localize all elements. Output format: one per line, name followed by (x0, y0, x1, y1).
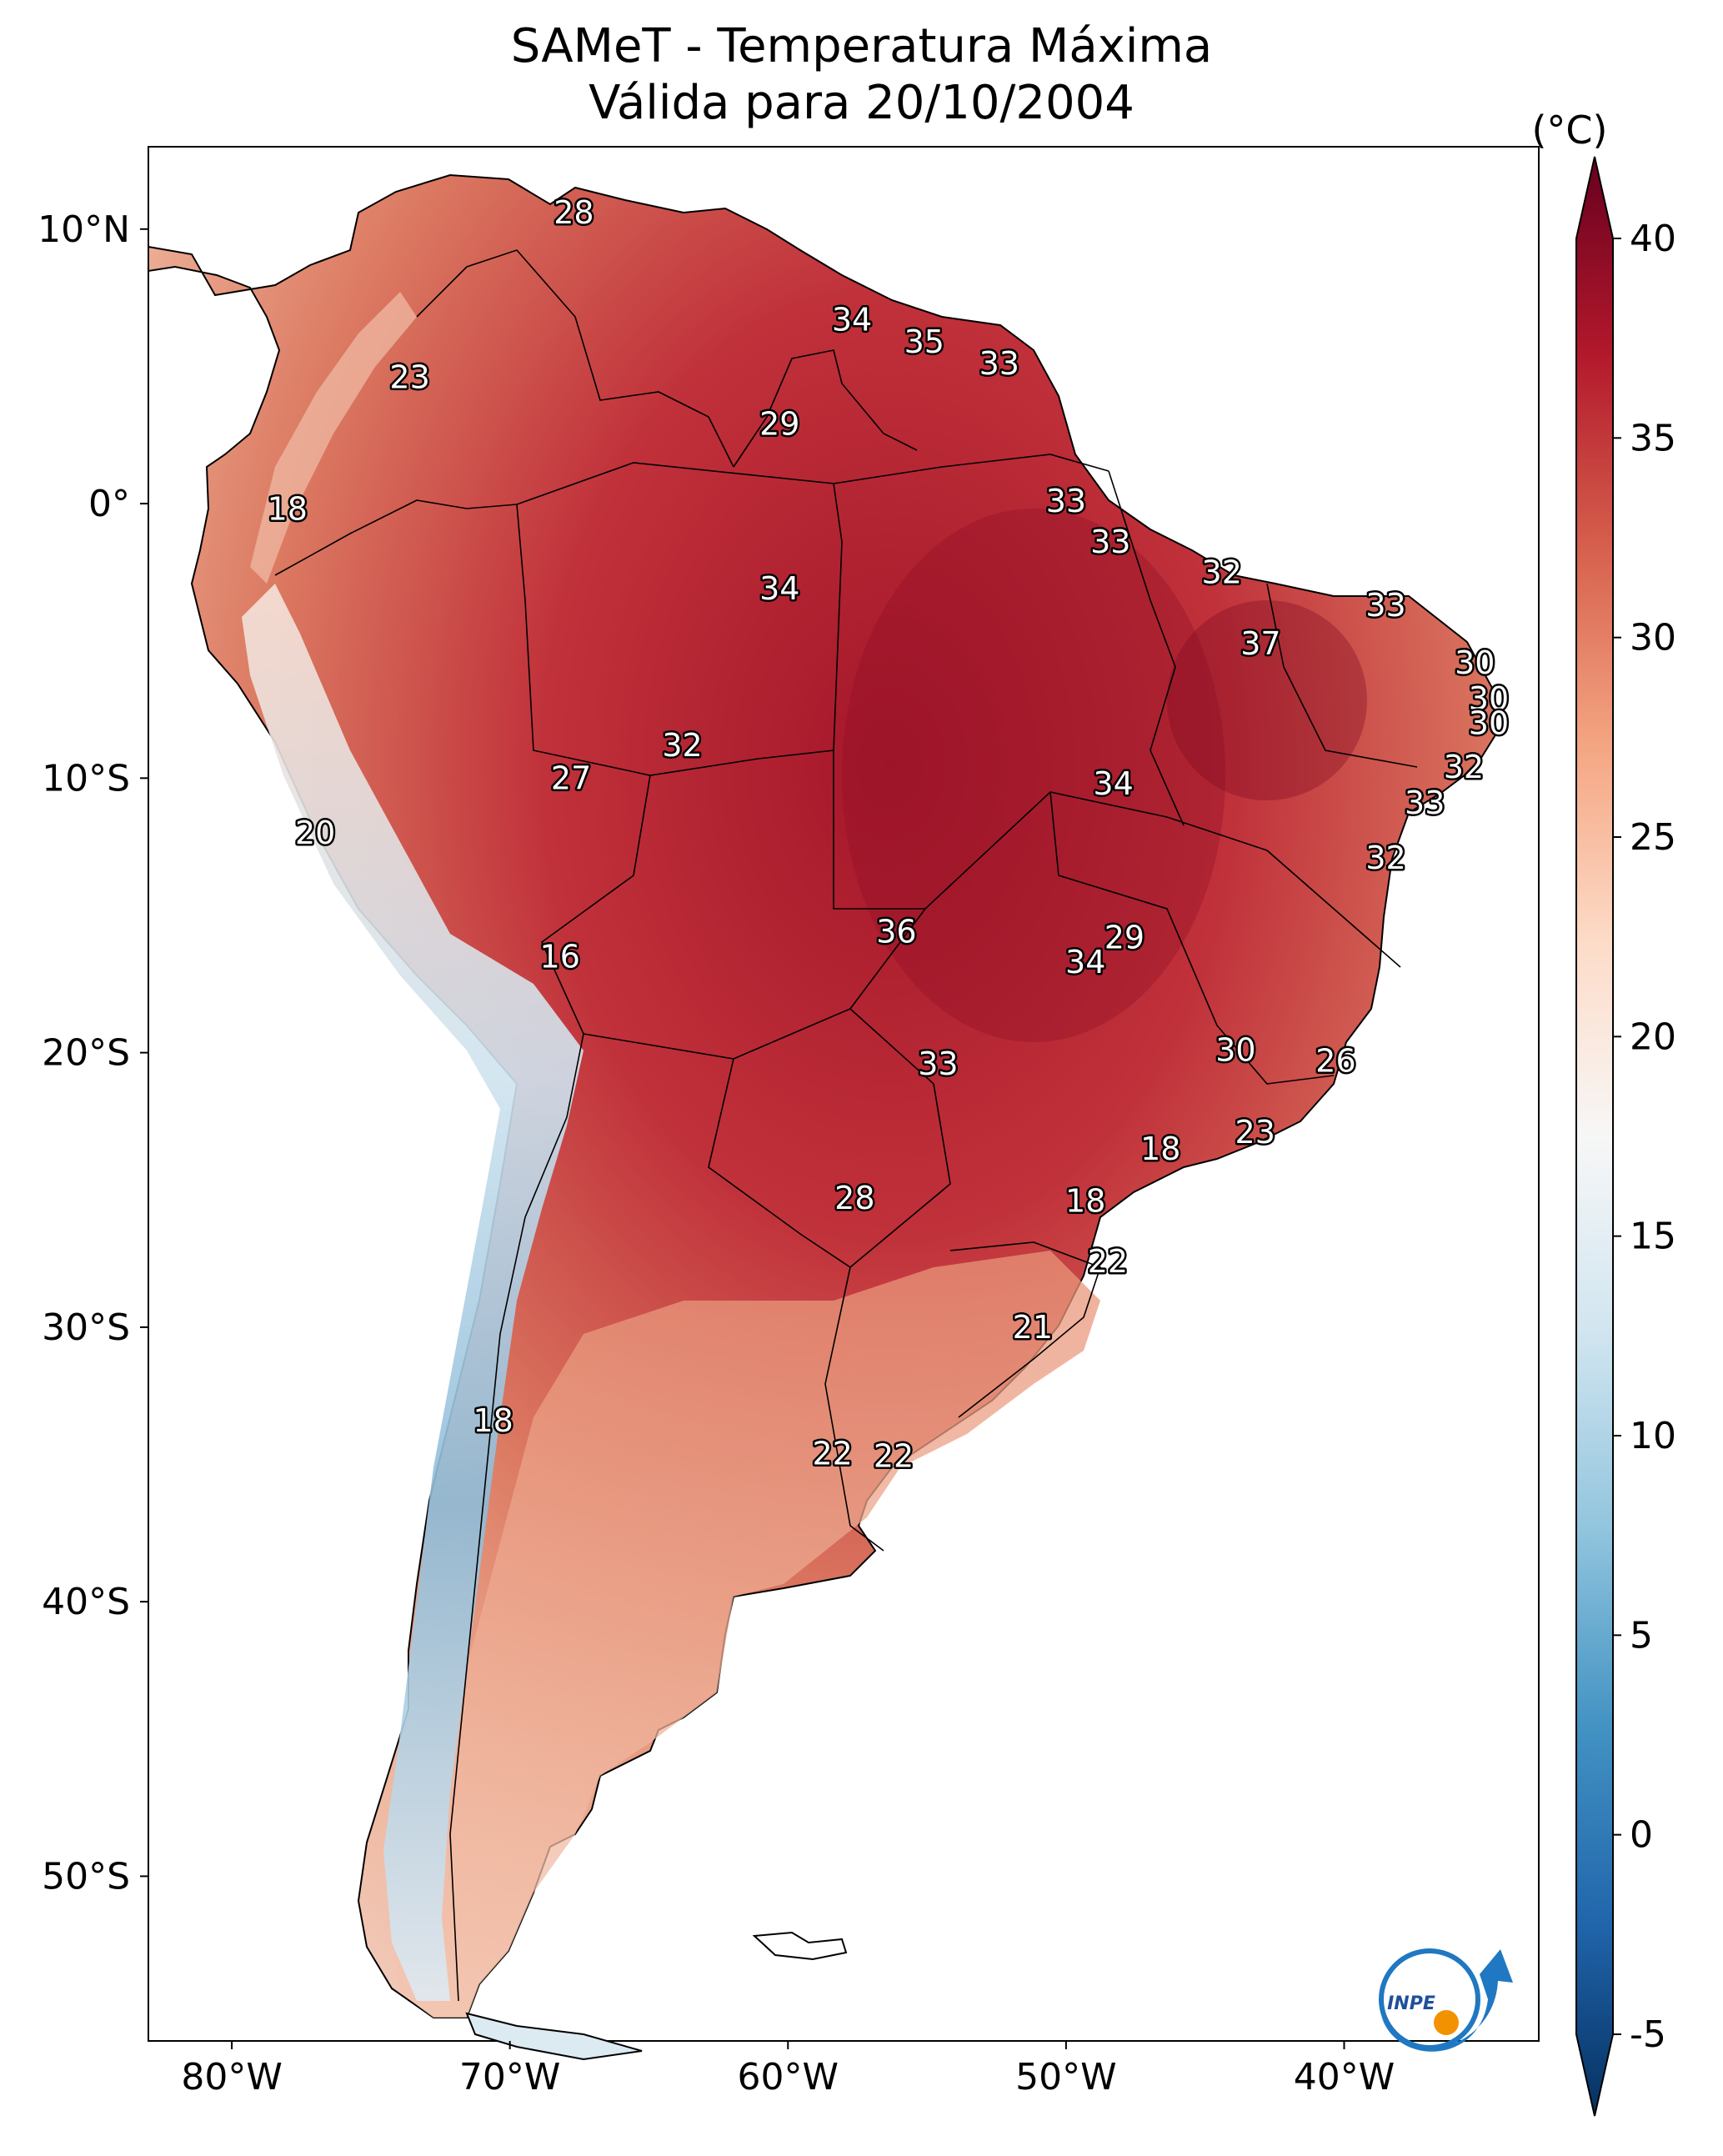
station-temperature-label: 22 (874, 1438, 914, 1475)
colorbar-tick-label: 30 (1630, 617, 1676, 659)
y-tick-label: 40°S (42, 1581, 130, 1623)
border-line (516, 462, 843, 776)
station-temperature-label: 33 (1090, 524, 1130, 560)
inpe-logo: INPE (1379, 1948, 1513, 2052)
station-temperature-label: 36 (876, 914, 916, 950)
border-line (449, 1033, 584, 2002)
station-temperature-label: 22 (1088, 1243, 1128, 1280)
longitude-axis: 80°W 70°W 60°W 50°W 40°W (181, 2041, 1395, 2098)
colorbar-ticks: -5 0 5 10 15 20 25 30 35 40 (1613, 218, 1676, 2056)
colorbar-tick-label: -5 (1630, 2013, 1666, 2056)
y-tick-label: 30°S (42, 1306, 130, 1349)
station-temperature-label: 34 (832, 301, 872, 338)
colorbar-tick-label: 15 (1630, 1216, 1676, 1258)
station-temperature-label: 23 (1235, 1114, 1275, 1151)
map-title-line2: Válida para 20/10/2004 (589, 76, 1134, 130)
station-temperature-label: 33 (1365, 587, 1405, 624)
logo-arrow (1381, 1949, 1513, 2052)
station-temperature-label: 29 (759, 406, 799, 443)
border-line (833, 454, 1109, 484)
station-temperature-label: 33 (1046, 483, 1086, 519)
border-line (1266, 583, 1418, 768)
y-tick-label: 10°S (42, 757, 130, 800)
logo-ring (1379, 1948, 1480, 2050)
southern-cone-region (392, 1251, 1100, 2018)
border-line (274, 499, 518, 576)
station-temperature-label: 27 (551, 760, 591, 796)
country-borders (274, 249, 1418, 2002)
colorbar-unit-label: (°C) (1531, 108, 1607, 153)
station-temperature-label: 34 (1065, 944, 1105, 980)
station-temperature-label: 34 (759, 570, 799, 607)
y-tick-label: 0° (88, 483, 130, 525)
colorbar-tick-label: 40 (1630, 218, 1676, 260)
colorbar-tick-label: 20 (1630, 1015, 1676, 1058)
map-title-line1: SAMeT - Temperatura Máxima (510, 19, 1213, 73)
colorbar: (°C) -5 0 5 10 15 20 25 30 35 40 (1531, 108, 1676, 2117)
station-temperature-label: 30 (1469, 680, 1509, 717)
station-temperature-label: 20 (295, 815, 335, 851)
x-tick-label: 40°W (1294, 2056, 1395, 2098)
colorbar-tick-label: 10 (1630, 1415, 1676, 1457)
colorbar-tick-label: 25 (1630, 816, 1676, 859)
station-temperature-label: 37 (1240, 625, 1280, 662)
station-temperature-label: 30 (1455, 644, 1495, 681)
x-tick-label: 50°W (1015, 2056, 1117, 2098)
station-temperature-label: 22 (812, 1435, 852, 1472)
y-tick-label: 10°N (38, 208, 130, 251)
station-temperature-label: 30 (1469, 704, 1509, 741)
station-temperature-label: 35 (904, 323, 944, 360)
station-temperature-label: 34 (1093, 765, 1133, 802)
station-temperature-label: 18 (1065, 1182, 1105, 1219)
border-line (416, 249, 734, 468)
x-tick-label: 70°W (459, 2056, 561, 2098)
station-temperature-label: 33 (979, 345, 1019, 382)
map-title: SAMeT - Temperatura Máxima Válida para 2… (0, 18, 1723, 132)
hot-core-region (842, 509, 1225, 1042)
colorbar-tick-label: 5 (1630, 1614, 1653, 1657)
tierra-del-fuego (465, 2012, 643, 2061)
border-line (1108, 470, 1185, 826)
x-tick-label: 60°W (738, 2056, 839, 2098)
y-tick-label: 50°S (42, 1855, 130, 1898)
station-temperature-label: 16 (540, 938, 580, 975)
border-line (824, 1266, 884, 1552)
station-temperature-label: 23 (389, 359, 429, 396)
station-temperature-label: 18 (473, 1402, 513, 1439)
south-america-landmass (148, 173, 1498, 2061)
station-temperature-label: 33 (1405, 785, 1445, 821)
border-line (949, 1241, 1102, 1418)
x-tick-label: 80°W (181, 2056, 283, 2098)
station-temperature-label: 32 (1365, 840, 1405, 876)
falkland-islands (752, 1931, 848, 1961)
station-temperature-label: 18 (1140, 1131, 1180, 1167)
latitude-axis: 10°N 0° 10°S 20°S 30°S 40°S 50°S (38, 208, 148, 1898)
logo-orange-dot (1434, 2010, 1459, 2035)
colorbar-tick-label: 0 (1630, 1814, 1653, 1857)
station-temperature-label: 18 (268, 491, 308, 528)
station-temperature-label: 28 (834, 1180, 874, 1216)
northern-andes-strip (250, 292, 417, 584)
border-line (733, 349, 918, 468)
station-temperature-label: 28 (553, 194, 594, 231)
station-temperature-label: 21 (1013, 1309, 1053, 1346)
colorbar-body (1575, 156, 1614, 2117)
station-temperature-label: 32 (1444, 749, 1484, 785)
station-temperature-label: 30 (1215, 1031, 1255, 1068)
colorbar-tick-label: 35 (1630, 417, 1676, 459)
andes-cold-band (242, 584, 584, 2001)
station-temperature-label: 32 (1202, 554, 1242, 590)
y-tick-label: 20°S (42, 1032, 130, 1075)
station-temperature-label: 33 (918, 1045, 958, 1082)
station-temperature-label: 29 (1104, 919, 1144, 955)
logo-text: INPE (1387, 1993, 1435, 2014)
station-temperature-label: 32 (662, 727, 702, 764)
border-line (1049, 791, 1335, 1085)
northeast-hot-region (1167, 600, 1367, 800)
station-temperature-label: 26 (1315, 1042, 1355, 1079)
